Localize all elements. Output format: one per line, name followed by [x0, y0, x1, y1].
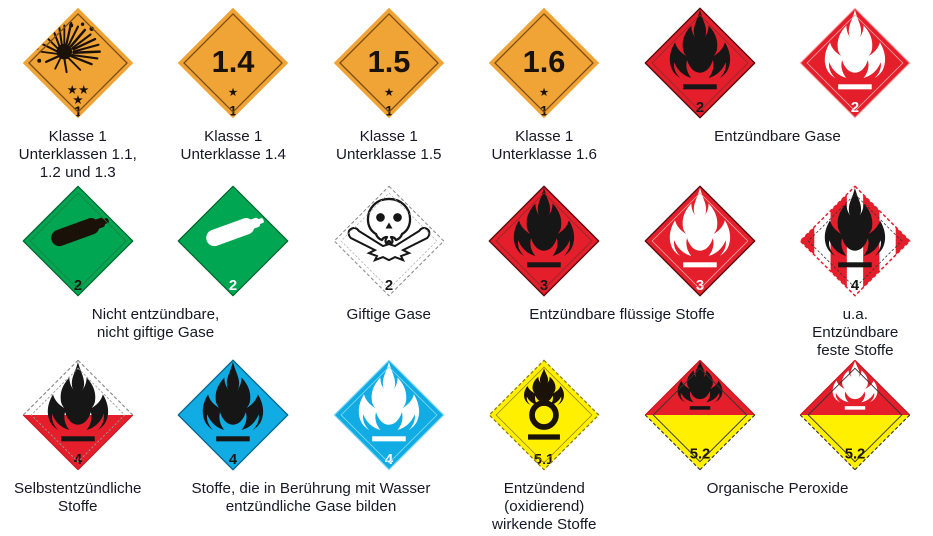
svg-text:5.1: 5.1: [534, 452, 555, 468]
svg-text:★: ★: [384, 87, 394, 99]
svg-text:★: ★: [539, 87, 549, 99]
svg-text:1.6: 1.6: [523, 44, 566, 79]
svg-text:2: 2: [229, 278, 237, 294]
svg-text:★: ★: [228, 87, 238, 99]
svg-text:1.5: 1.5: [367, 44, 410, 79]
svg-text:1.4: 1.4: [212, 44, 255, 79]
